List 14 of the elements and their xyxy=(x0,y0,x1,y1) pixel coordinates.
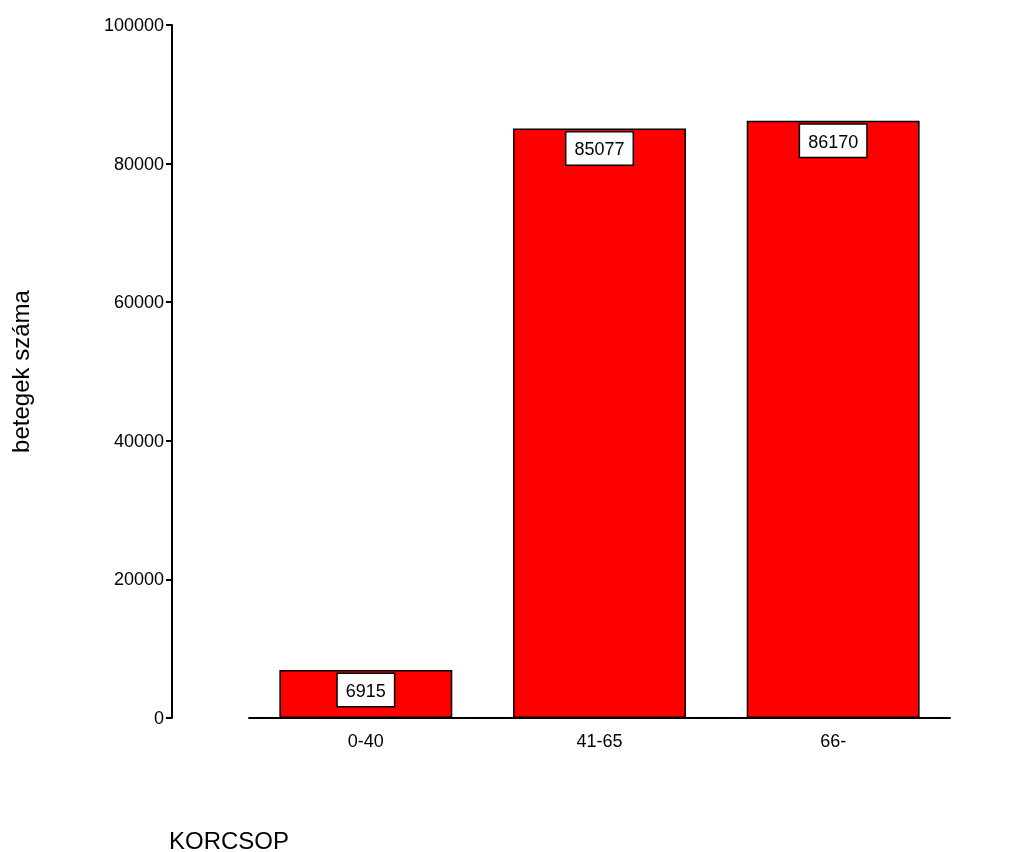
x-tick-label: 41-65 xyxy=(576,731,623,751)
y-tick-label: 40000 xyxy=(113,430,164,451)
x-axis-title: KORCSOP xyxy=(169,826,290,852)
data-label: 86170 xyxy=(808,131,859,152)
y-tick-label: 100000 xyxy=(103,15,164,35)
y-tick-label: 60000 xyxy=(113,292,164,313)
y-tick-label: 0 xyxy=(153,708,164,728)
data-label: 6915 xyxy=(345,681,386,702)
y-tick-label: 80000 xyxy=(113,153,164,174)
data-label: 85077 xyxy=(574,139,625,160)
x-tick-label: 66- xyxy=(820,731,847,751)
y-tick-label: 20000 xyxy=(113,569,164,590)
y-axis-title: betegek száma xyxy=(6,289,34,453)
x-tick-label: 0-40 xyxy=(347,731,384,751)
